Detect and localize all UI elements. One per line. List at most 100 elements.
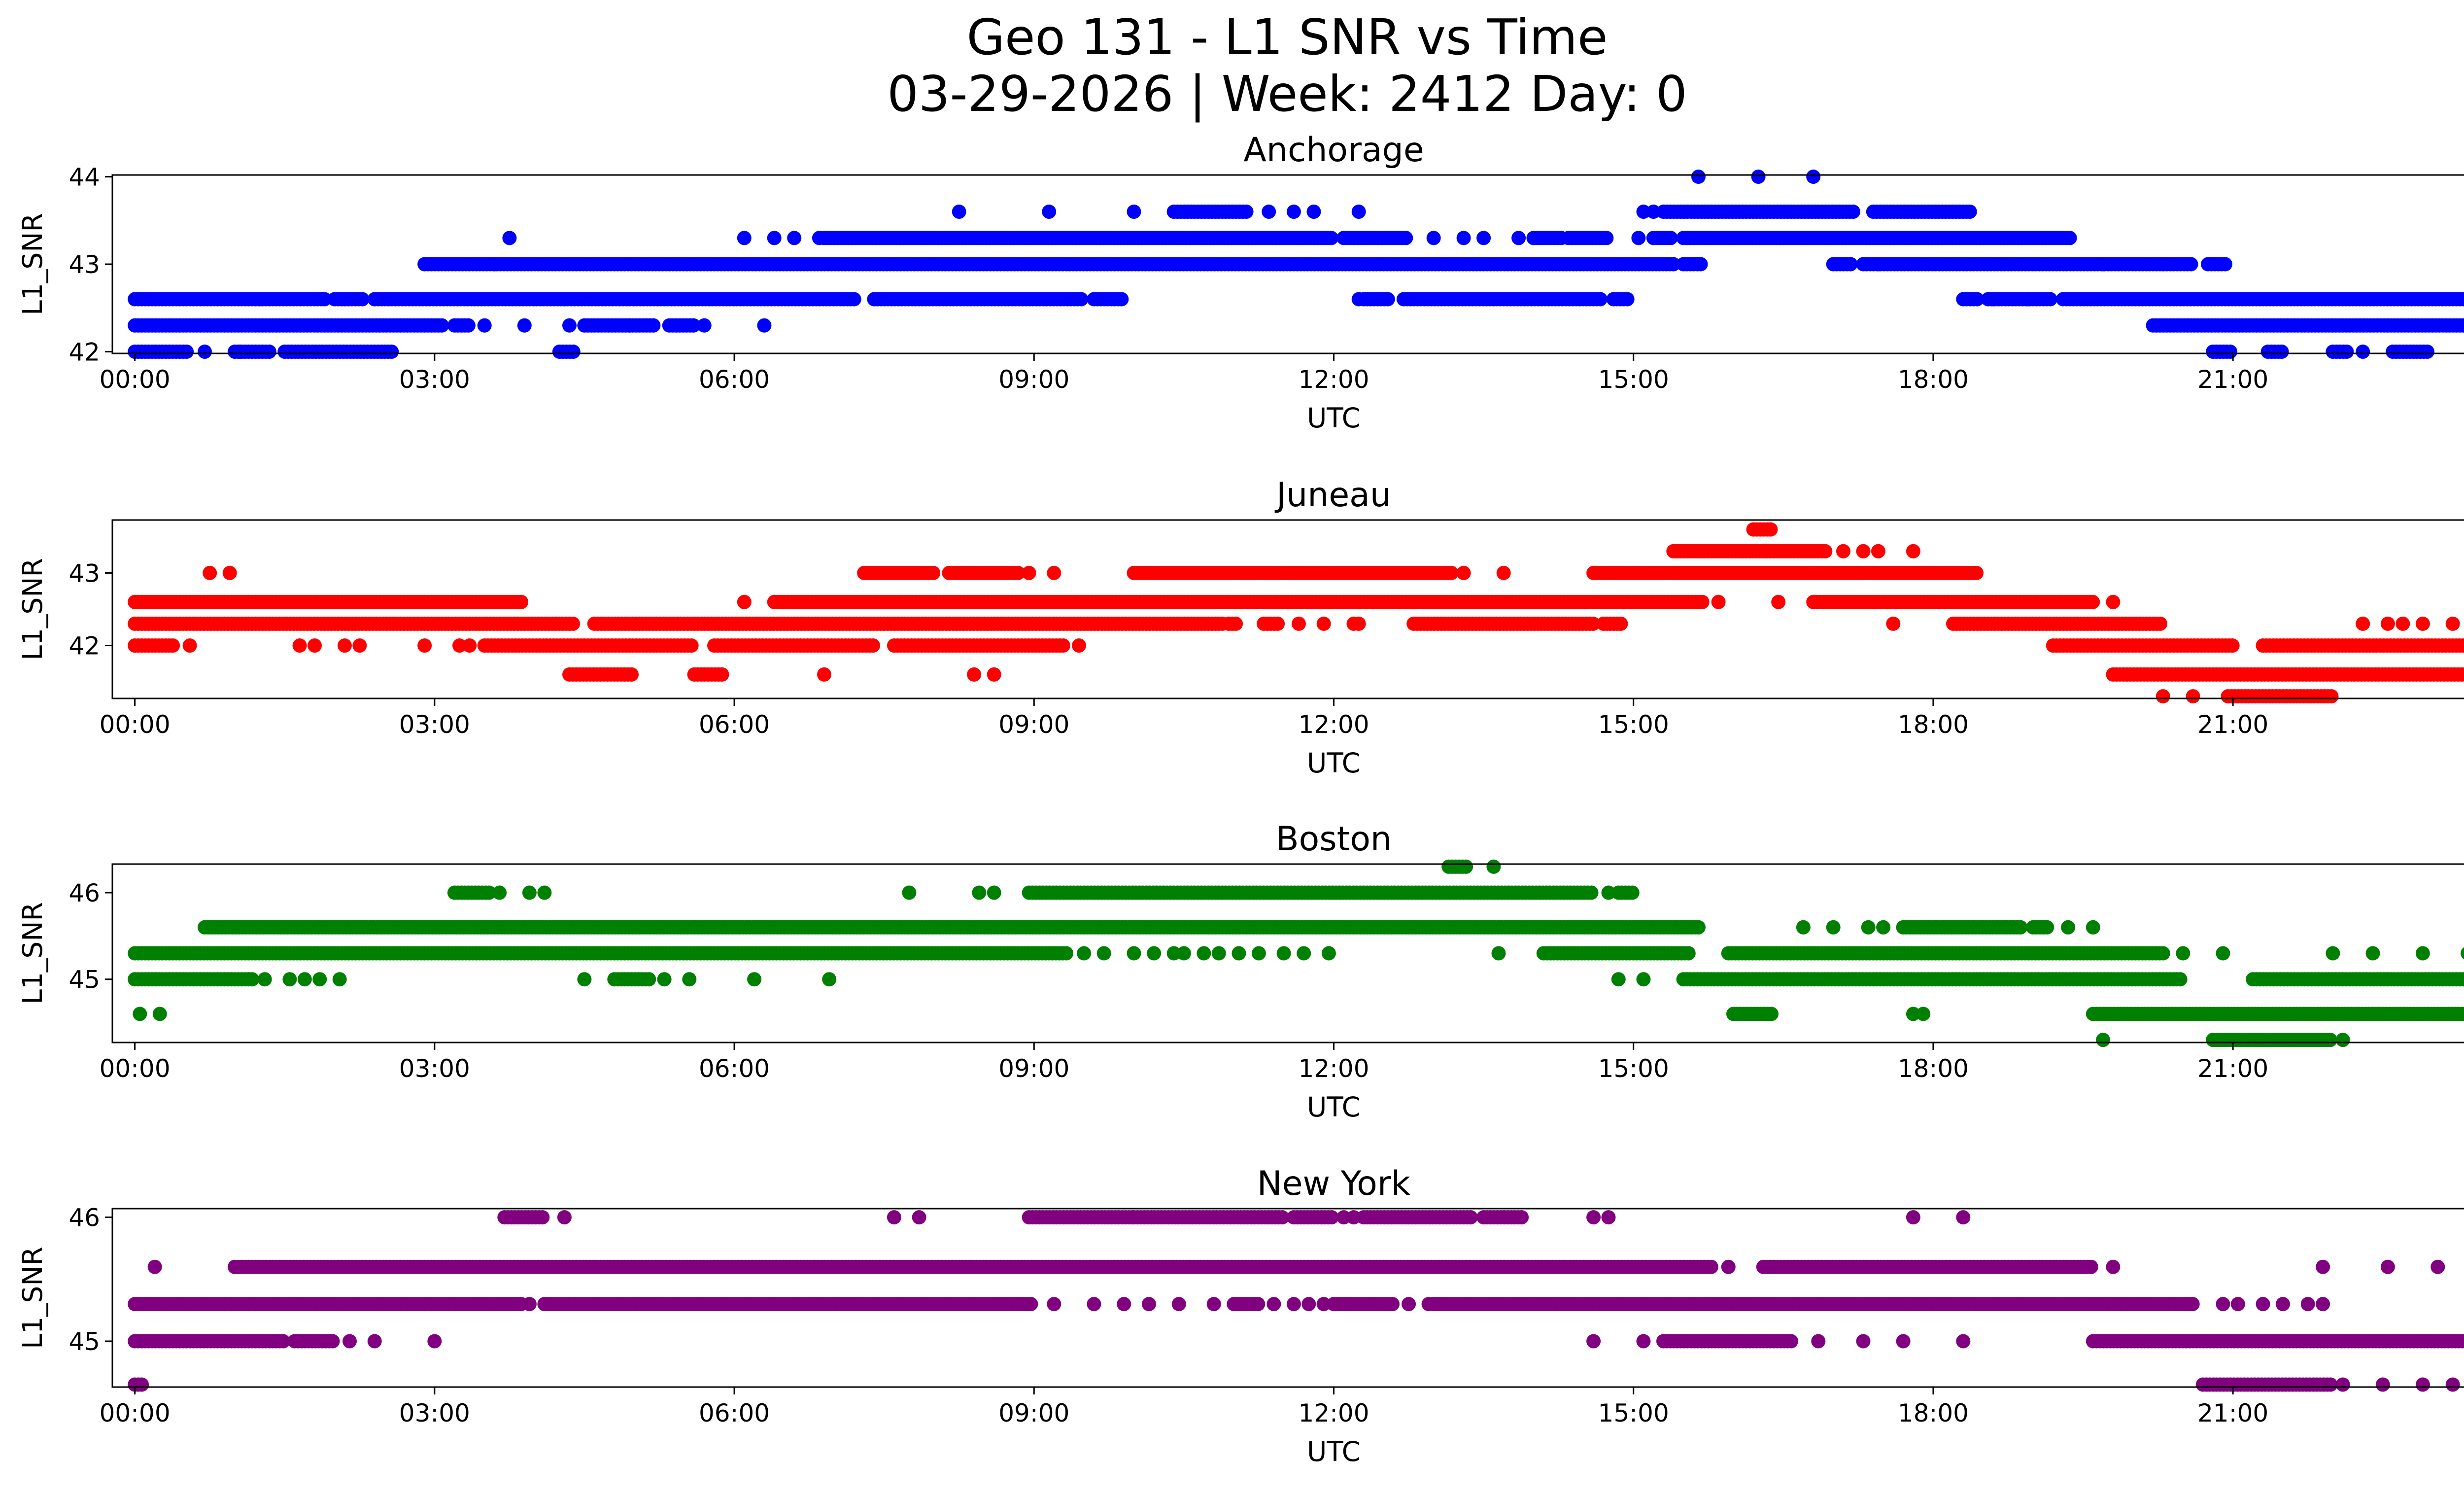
x-tick-label: 15:00 [1598, 365, 1669, 394]
x-tick-label: 18:00 [1898, 365, 1969, 394]
data-point [2176, 946, 2190, 961]
data-point [2156, 689, 2170, 704]
data-point [1871, 544, 1885, 558]
data-point [2216, 946, 2230, 961]
data-point [2335, 1033, 2350, 1047]
data-point [737, 594, 752, 609]
data-point [1321, 946, 1336, 961]
x-tick-label: 21:00 [2197, 365, 2268, 394]
data-point [2420, 345, 2434, 359]
data-point [1022, 565, 1036, 580]
data-point [2043, 292, 2057, 307]
data-point [1511, 231, 1526, 245]
data-point [1636, 972, 1651, 987]
y-tick-label: 43 [68, 250, 100, 279]
data-point [317, 292, 332, 307]
data-point [262, 345, 276, 359]
data-point [697, 318, 712, 333]
data-point [292, 638, 307, 653]
data-point [1351, 616, 1366, 631]
x-tick-label: 15:00 [1598, 710, 1669, 739]
data-point [1593, 292, 1608, 307]
y-axis-label: L1_SNR [17, 558, 48, 660]
data-point [657, 972, 672, 987]
y-axis-label: L1_SNR [17, 213, 48, 315]
data-point [233, 345, 247, 359]
x-tick-label: 12:00 [1298, 365, 1369, 394]
x-tick-label: 06:00 [699, 365, 770, 394]
data-point [686, 318, 701, 333]
data-point [1876, 920, 1891, 935]
data-point [866, 638, 880, 653]
data-point [2460, 292, 2464, 306]
data-point [787, 231, 802, 245]
data-point [1986, 292, 2001, 307]
data-point [1476, 231, 1491, 245]
figure-title: Geo 131 - L1 SNR vs Time [967, 8, 1608, 66]
data-point [624, 667, 639, 682]
data-point [133, 1007, 147, 1021]
data-point [1681, 946, 1696, 961]
data-point [1636, 205, 1651, 219]
data-point [2021, 292, 2035, 307]
x-tick-label: 00:00 [100, 710, 171, 739]
data-point [2173, 972, 2188, 987]
data-point [1114, 292, 1129, 307]
data-point [2086, 920, 2100, 935]
data-point [926, 565, 941, 580]
data-point [517, 318, 532, 333]
x-tick-label: 06:00 [699, 710, 770, 739]
data-point [1056, 638, 1070, 653]
data-point [1886, 616, 1901, 631]
data-point [767, 231, 782, 245]
data-point [1496, 565, 1511, 580]
data-point [1916, 1007, 1931, 1021]
data-point [2086, 594, 2100, 609]
data-point [1351, 292, 1366, 307]
data-point [1270, 616, 1285, 631]
data-point [152, 1007, 167, 1021]
data-point [2415, 616, 2430, 631]
data-point [822, 972, 837, 987]
scatter-points [128, 522, 2464, 704]
data-point [514, 594, 529, 609]
data-point [1763, 522, 1778, 537]
data-point [1861, 920, 1876, 935]
data-point [1297, 946, 1311, 961]
data-point [1906, 544, 1920, 558]
data-point [1711, 594, 1726, 609]
data-point [642, 972, 656, 987]
data-point [2013, 920, 2028, 935]
data-point [2096, 257, 2111, 272]
x-tick-label: 09:00 [998, 710, 1069, 739]
x-tick-label: 12:00 [1298, 710, 1369, 739]
data-point [1197, 946, 1211, 961]
data-point [1127, 205, 1141, 219]
data-point [1818, 544, 1833, 558]
data-point [2040, 920, 2054, 935]
data-point [2324, 689, 2339, 704]
data-point [577, 972, 592, 987]
data-point [1324, 231, 1338, 245]
data-point [2156, 257, 2170, 272]
data-point [1962, 205, 1977, 219]
data-point [1611, 972, 1626, 987]
data-point [622, 318, 637, 333]
data-point [332, 972, 347, 987]
data-point [1693, 257, 1708, 272]
data-point [179, 345, 194, 359]
data-point [1211, 946, 1226, 961]
data-point [1646, 205, 1661, 219]
data-point [2326, 946, 2340, 961]
x-tick-label: 00:00 [100, 365, 171, 394]
data-point [2223, 345, 2238, 359]
data-point [1836, 544, 1850, 558]
data-point [1666, 257, 1681, 272]
data-point [1806, 170, 1821, 184]
data-point [2225, 638, 2240, 653]
data-point [1856, 544, 1871, 558]
data-point [1127, 946, 1141, 961]
data-point [1074, 292, 1089, 307]
data-point [257, 972, 272, 987]
